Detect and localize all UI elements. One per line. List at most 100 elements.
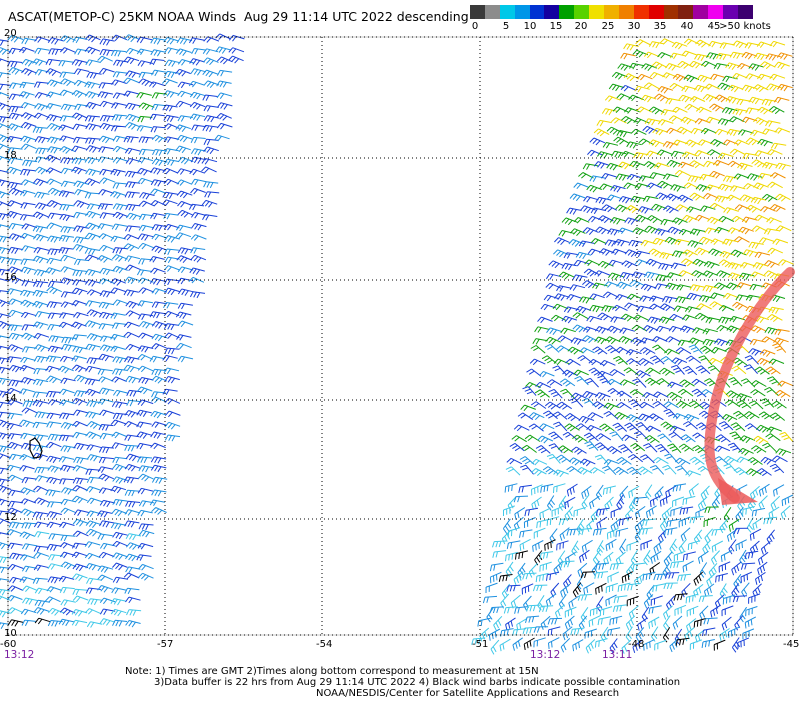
wind-barb (579, 458, 596, 467)
wind-barb (59, 71, 75, 78)
wind-barb (512, 637, 523, 651)
wind-barb (97, 223, 113, 230)
wind-barb (613, 355, 628, 365)
wind-barb (189, 113, 206, 121)
wind-barb (84, 34, 101, 43)
wind-barb (46, 476, 62, 485)
wind-barb (162, 191, 178, 199)
wind-barb (112, 540, 128, 548)
wind-barb (644, 484, 653, 500)
wind-barb (48, 335, 64, 343)
wind-barb (624, 422, 640, 432)
wind-barb (695, 365, 711, 375)
wind-barb (164, 287, 180, 296)
wind-barb (98, 301, 115, 309)
wind-barb (34, 475, 51, 482)
wind-barb (137, 233, 154, 241)
wind-barb (663, 615, 671, 631)
wind-barb (663, 401, 679, 409)
wind-barb (19, 419, 35, 428)
wind-barb (702, 93, 719, 102)
wind-barb (686, 605, 699, 617)
wind-barb (46, 257, 62, 265)
wind-barb (110, 485, 127, 494)
wind-barb (124, 170, 141, 178)
wind-barb (125, 375, 141, 384)
wind-barb (164, 347, 180, 355)
wind-barb (6, 258, 22, 265)
wind-barb (110, 333, 126, 341)
wind-barb (533, 626, 549, 633)
wind-barb (750, 325, 766, 334)
wind-barb (190, 234, 207, 241)
wind-barb (747, 457, 763, 466)
wind-barb (595, 562, 610, 571)
wind-barb (558, 271, 575, 280)
wind-barb (46, 455, 62, 464)
wind-barb (0, 134, 12, 143)
wind-barb (743, 364, 758, 375)
wind-barb (638, 401, 655, 409)
wind-barb (758, 411, 774, 420)
wind-barb (770, 142, 787, 150)
wind-barb (583, 196, 599, 203)
wind-barb (616, 281, 632, 290)
wind-barb (123, 77, 139, 84)
wind-barb (726, 128, 742, 137)
wind-barb (709, 301, 725, 309)
wind-barb (777, 380, 793, 388)
wind-barb (99, 244, 115, 252)
wind-barb (519, 456, 535, 465)
wind-barb (112, 552, 128, 561)
wind-barb (628, 399, 643, 409)
wind-barb (710, 139, 726, 147)
wind-barb (741, 216, 758, 224)
wind-barb (216, 92, 233, 99)
wind-barb (595, 507, 610, 516)
wind-barb (579, 549, 590, 563)
wind-barb (738, 272, 755, 280)
wind-barb (6, 288, 23, 295)
wind-barb (633, 430, 649, 441)
wind-barb (575, 423, 592, 431)
wind-barb (704, 528, 713, 544)
wind-barb (112, 71, 128, 78)
wind-barb (177, 320, 194, 328)
wind-barb (575, 251, 592, 260)
wind-barb (703, 160, 719, 168)
wind-barb (7, 474, 24, 482)
wind-barb (558, 230, 574, 237)
wind-barb (606, 126, 623, 135)
wind-barb (672, 139, 689, 147)
scale-label-10: >50 knots (719, 21, 771, 32)
wind-barb (615, 294, 631, 301)
wind-barb (72, 244, 89, 252)
wind-barb (72, 465, 89, 472)
wind-barb (19, 189, 36, 197)
wind-barb (71, 355, 87, 362)
wind-barb (8, 105, 24, 113)
wind-barb (99, 122, 116, 131)
wind-barb (506, 584, 521, 592)
wind-barb (190, 223, 207, 231)
wind-barb (99, 344, 116, 352)
wind-barb (714, 445, 731, 453)
wind-barb (653, 162, 670, 169)
wind-barb (576, 574, 585, 590)
wind-barb (125, 181, 141, 189)
wind-barb (680, 434, 696, 443)
wind-barb (758, 495, 768, 510)
wind-barb (0, 510, 11, 516)
wind-barb (725, 96, 742, 104)
wind-barb (112, 145, 129, 153)
wind-barb (702, 539, 712, 555)
wind-barb (604, 496, 614, 511)
wind-barb (693, 84, 710, 93)
wind-barb (46, 521, 63, 529)
wind-barb (664, 348, 680, 355)
wind-barb (47, 345, 64, 353)
wind-barb (137, 487, 154, 495)
wind-barb (60, 498, 77, 506)
wind-barb (627, 582, 641, 591)
